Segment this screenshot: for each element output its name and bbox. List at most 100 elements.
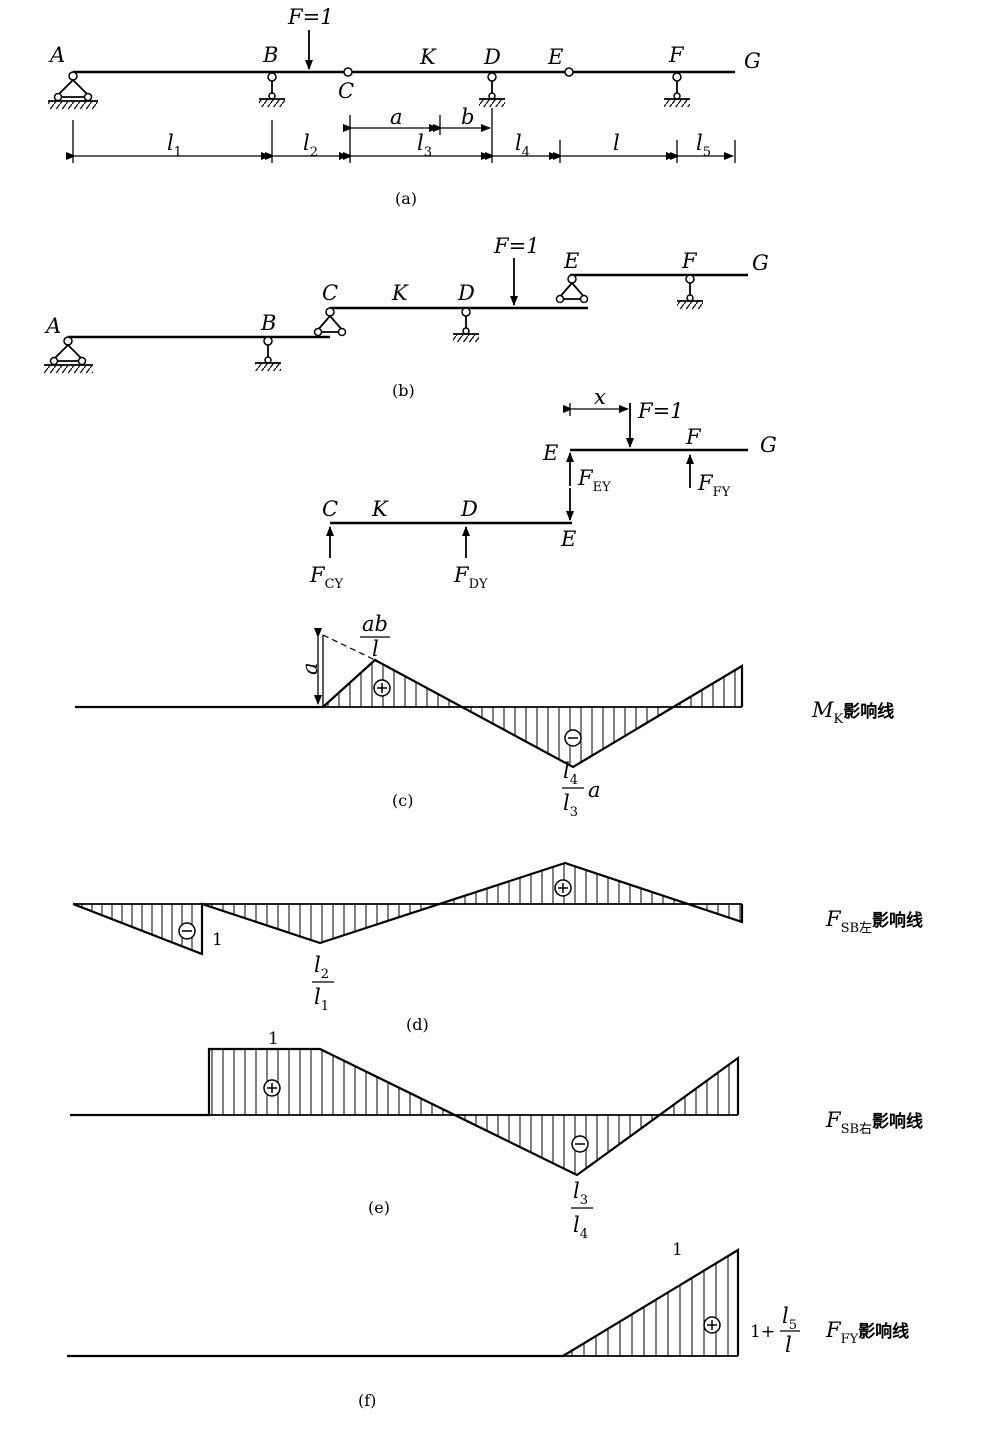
label-ab-num: ab	[362, 612, 388, 636]
outline-e	[70, 1047, 740, 1177]
fbd-label-E-top: E	[542, 441, 558, 465]
node-label-F: F	[668, 43, 685, 67]
node-label-E: E	[547, 45, 563, 69]
dim-label-l1: l1	[167, 131, 182, 160]
node-label-E-b: E	[563, 249, 579, 273]
label-l2-d: l2	[314, 953, 329, 982]
label-jump-1-d: 1	[212, 930, 223, 950]
label-l3-e: l3	[573, 1179, 588, 1208]
node-label-A-b: A	[44, 314, 61, 338]
fbd-label-FFY: FFY	[697, 471, 731, 500]
title-FSB-right: FSB右影响线	[825, 1108, 923, 1137]
outline-d	[72, 861, 744, 956]
minus-sign-d	[178, 922, 196, 940]
label-l4-c: l4	[563, 759, 578, 788]
node-label-C: C	[338, 79, 354, 103]
fbd-label-x: x	[594, 385, 606, 409]
node-label-F-b: F	[681, 249, 698, 273]
fbd-label-K: K	[371, 497, 389, 521]
title-MK: MK影响线	[811, 698, 894, 727]
support-roller-B	[259, 72, 285, 107]
label-l5-f: l5	[782, 1304, 797, 1333]
hatch-c	[327, 662, 736, 766]
support-roller-F-b	[677, 274, 703, 309]
support-pin-A	[48, 71, 98, 109]
fbd-label-C: C	[322, 497, 338, 521]
plus-sign-f	[703, 1316, 721, 1334]
support-pin-C-b	[313, 307, 347, 337]
node-label-K: K	[419, 45, 437, 69]
caption-e: (e)	[368, 1198, 390, 1217]
title-FFY: FFY影响线	[825, 1318, 909, 1347]
fbd-label-F: F	[685, 425, 702, 449]
influence-line-FSB-right: 1 l3 l4 FSB右影响线 (e)	[70, 1029, 923, 1242]
dashed-extension-c	[322, 634, 376, 661]
label-ab-den: l	[372, 637, 379, 661]
fbd-label-D: D	[460, 497, 478, 521]
label-l4-e: l4	[573, 1213, 588, 1242]
outline-f	[67, 1248, 740, 1358]
node-label-G: G	[744, 49, 761, 73]
dim-label-l: l	[613, 131, 620, 155]
label-l-f: l	[785, 1333, 792, 1357]
label-l1-d: l1	[314, 985, 329, 1014]
support-roller-D	[479, 72, 505, 107]
node-label-G-b: G	[752, 251, 769, 275]
influence-line-FFY: 1 1+ l5 l FFY影响线 (f)	[67, 1240, 909, 1410]
dim-label-l5: l5	[696, 131, 711, 160]
dimension-lines	[66, 108, 736, 163]
node-label-C-b: C	[322, 281, 338, 305]
label-a-trough-c: a	[588, 778, 601, 802]
fbd-label-E-bottom: E	[560, 527, 576, 551]
free-body-diagram: F=1 x E F G FEY FFY C K D E FCY FDY	[309, 385, 777, 592]
label-1-f: 1	[672, 1240, 683, 1260]
influence-line-FSB-left: 1 l2 l1 FSB左影响线 (d)	[72, 861, 923, 1034]
dim-label-a: a	[390, 105, 403, 129]
load-label-a: F=1	[287, 5, 334, 29]
hatch-e	[211, 1049, 730, 1175]
caption-f: (f)	[358, 1391, 376, 1410]
support-roller-F	[664, 72, 690, 107]
dim-label-l2: l2	[303, 131, 318, 160]
node-label-D: D	[483, 45, 501, 69]
caption-c: (c)	[392, 791, 413, 810]
support-roller-B-b	[255, 336, 281, 371]
plus-sign-e	[263, 1079, 281, 1097]
hatch-d	[81, 863, 741, 951]
support-pin-A-b	[44, 336, 93, 373]
load-label-b: F=1	[493, 234, 540, 258]
support-roller-D-b	[453, 307, 479, 342]
diagram-b: F=1 A B C K D E F G (b)	[44, 234, 769, 400]
node-label-B: B	[262, 43, 278, 67]
label-one-plus-f: 1+	[750, 1322, 775, 1342]
dim-label-b: b	[461, 105, 474, 129]
caption-b: (b)	[392, 381, 415, 400]
dim-label-l3: l3	[417, 131, 432, 160]
hinge-E	[564, 67, 574, 77]
label-l3-c: l3	[563, 791, 578, 820]
title-FSB-left: FSB左影响线	[825, 907, 923, 936]
dim-label-l4: l4	[515, 131, 530, 160]
support-pin-E-b	[555, 274, 589, 304]
influence-line-MK: a ab l l4 l3 a MK影响线 (c)	[75, 612, 894, 820]
node-label-D-b: D	[457, 281, 475, 305]
fbd-label-FCY: FCY	[309, 563, 344, 592]
node-label-K-b: K	[391, 281, 409, 305]
caption-d: (d)	[406, 1015, 429, 1034]
label-plateau-1-e: 1	[268, 1029, 279, 1049]
node-label-B-b: B	[260, 311, 276, 335]
hatch-f	[571, 1256, 729, 1356]
fbd-label-FEY: FEY	[577, 466, 611, 495]
fbd-load-label: F=1	[637, 399, 684, 423]
fbd-label-G: G	[760, 433, 777, 457]
minus-sign-e	[571, 1135, 589, 1153]
fbd-label-FDY: FDY	[453, 563, 488, 592]
outline-c	[75, 658, 744, 769]
caption-a: (a)	[395, 189, 417, 208]
label-a-c: a	[298, 662, 322, 675]
plus-sign-d	[554, 879, 572, 897]
node-label-A: A	[48, 43, 65, 67]
hinge-C	[343, 67, 353, 77]
diagram-a: F=1 A B C K D E F G a	[48, 5, 761, 208]
